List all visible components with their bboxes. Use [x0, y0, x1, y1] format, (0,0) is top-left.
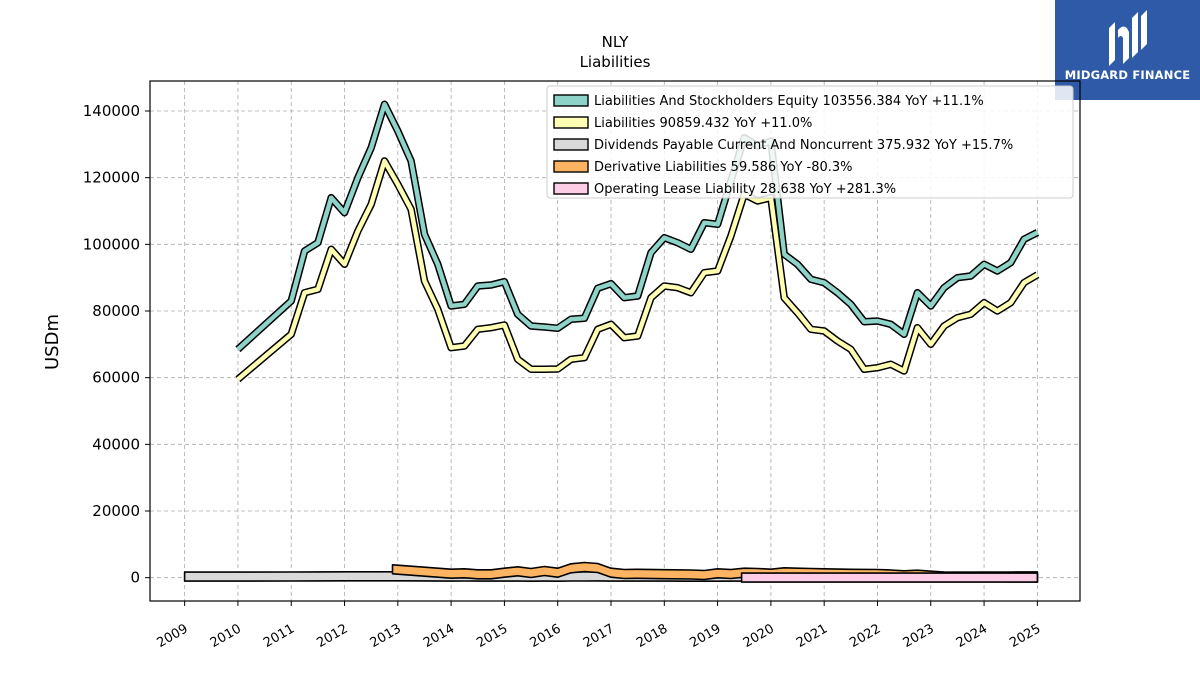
x-tick-label: 2017 — [581, 621, 617, 651]
series-operating-lease-liability — [740, 572, 1039, 583]
legend-box — [546, 85, 1074, 199]
x-tick-label: 2016 — [528, 621, 564, 651]
y-axis-label: USDm — [42, 314, 63, 370]
legend-swatch — [553, 116, 589, 129]
legend-entry: Liabilities And Stockholders Equity 1035… — [594, 94, 984, 109]
y-tick-label: 140000 — [83, 102, 140, 120]
x-tick-label: 2020 — [741, 621, 777, 651]
x-tick-label: 2018 — [634, 621, 670, 651]
series-line — [236, 158, 1039, 382]
x-tick-label: 2011 — [261, 621, 297, 651]
series-band — [740, 572, 1039, 583]
x-tick-label: 2022 — [847, 621, 883, 651]
y-tick-label: 120000 — [83, 169, 140, 187]
legend-swatch — [553, 182, 589, 195]
legend: Liabilities And Stockholders Equity 1035… — [546, 85, 1074, 199]
x-tick-label: 2013 — [368, 621, 404, 651]
y-tick-label: 100000 — [83, 235, 140, 253]
chart-title: NLY — [602, 33, 630, 51]
legend-swatch — [553, 138, 589, 151]
series-liabilities-and-stockholders-equity — [235, 100, 1040, 353]
legend-swatch — [553, 94, 589, 107]
logo-text: MIDGARD FINANCE — [1064, 68, 1191, 82]
y-tick-label: 0 — [130, 569, 140, 587]
x-tick-label: 2025 — [1007, 621, 1043, 651]
x-tick-label: 2021 — [794, 621, 830, 651]
x-tick-label: 2015 — [474, 621, 510, 651]
x-tick-label: 2023 — [901, 621, 937, 651]
plot-frame — [149, 80, 1081, 602]
legend-entry: Liabilities 90859.432 YoY +11.0% — [594, 116, 812, 131]
y-tick-label: 40000 — [92, 435, 140, 453]
y-tick-label: 20000 — [92, 502, 140, 520]
x-tick-label: 2010 — [208, 621, 244, 651]
legend-entry: Derivative Liabilities 59.586 YoY -80.3% — [594, 160, 853, 175]
y-tick-label: 80000 — [92, 302, 140, 320]
series-layer — [183, 100, 1040, 583]
legend-entry: Operating Lease Liability 28.638 YoY +28… — [594, 182, 896, 197]
midgard-finance-logo: MIDGARD FINANCE — [1055, 0, 1200, 100]
x-tick-label: 2009 — [154, 621, 190, 651]
x-tick-label: 2019 — [687, 621, 723, 651]
x-tick-label: 2012 — [314, 621, 350, 651]
legend-swatch — [553, 160, 589, 173]
chart-subtitle: Liabilities — [580, 53, 651, 71]
midgard-logo-icon — [1109, 10, 1147, 66]
y-tick-label: 60000 — [92, 369, 140, 387]
series-liabilities — [235, 157, 1040, 383]
series-line — [236, 102, 1039, 351]
x-tick-label: 2014 — [421, 621, 457, 651]
legend-entry: Dividends Payable Current And Noncurrent… — [594, 138, 1013, 153]
x-tick-label: 2024 — [954, 621, 990, 651]
